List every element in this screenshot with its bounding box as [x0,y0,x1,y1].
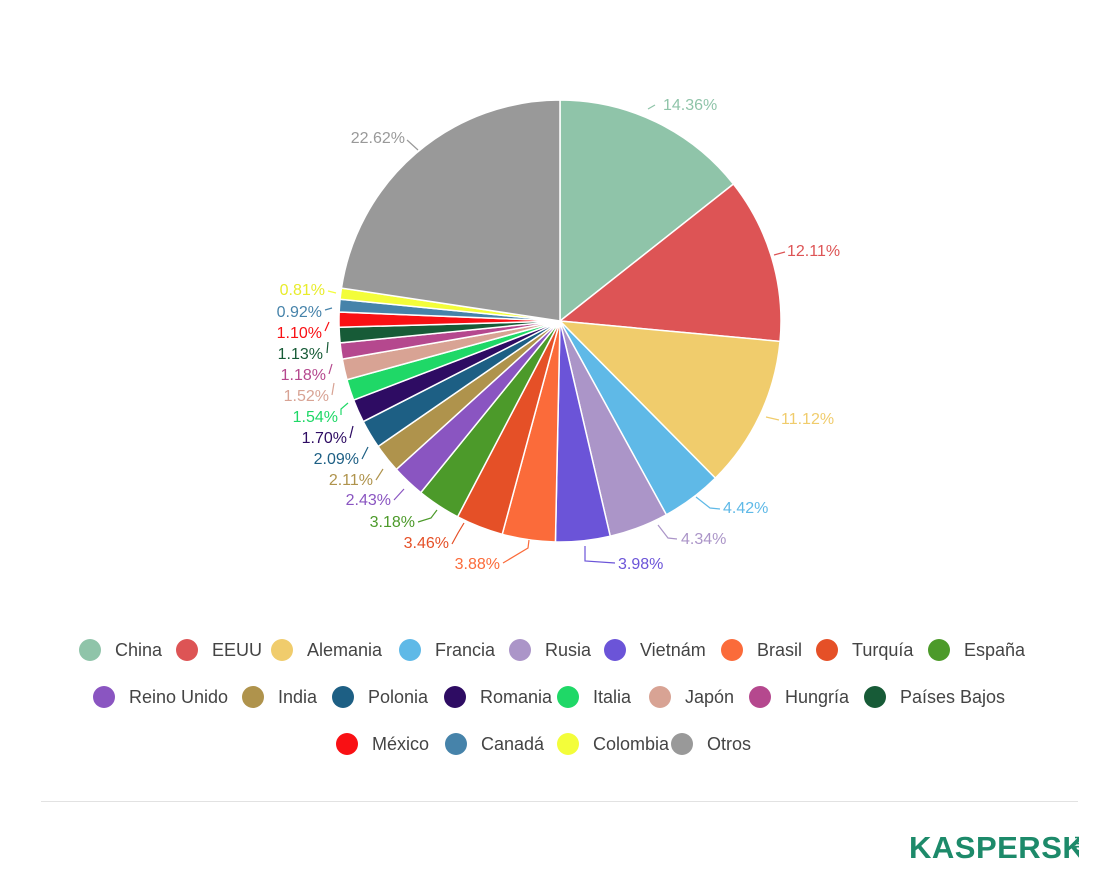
leader-line-india [375,468,384,481]
leader-line-paises-bajos [326,341,329,354]
leader-line-romania [349,425,354,439]
legend-swatch-alemania [271,639,293,661]
slice-label-paises-bajos: 1.13% [278,346,323,363]
legend-swatch-otros [671,733,693,755]
legend-label-espana: España [964,640,1026,660]
legend-label-mexico: México [372,734,429,754]
slice-otros [340,99,561,322]
slice-label-otros: 22.62% [351,130,405,147]
legend-label-vietnam: Vietnám [640,640,706,660]
slice-alemania [558,320,781,480]
legend-swatch-colombia [557,733,579,755]
leader-line-turquia [451,522,465,545]
leader-line-brasil [502,539,530,564]
legend-label-alemania: Alemania [307,640,383,660]
slice-label-romania: 1.70% [302,430,347,447]
slice-china [559,99,735,323]
legend-swatch-eeuu [176,639,198,661]
legend-label-turquia: Turquía [852,640,914,660]
leader-line-hungria [328,363,333,375]
leader-line-japon [331,382,335,396]
legend-swatch-vietnam [604,639,626,661]
logo-lab: lab [1072,836,1079,852]
legend-swatch-turquia [816,639,838,661]
slice-label-japon: 1.52% [284,388,329,405]
slice-label-turquia: 3.46% [404,535,449,552]
legend-swatch-rusia [509,639,531,661]
legend-label-canada: Canadá [481,734,545,754]
leader-line-espana [417,509,438,523]
legend-label-rusia: Rusia [545,640,592,660]
leader-line-canada [324,307,333,311]
legend-swatch-canada [445,733,467,755]
footer-divider [41,801,1078,802]
legend-swatch-india [242,686,264,708]
pie-slices [338,99,782,543]
legend-label-francia: Francia [435,640,496,660]
legend-label-italia: Italia [593,687,632,707]
leader-line-polonia [361,446,369,460]
legend-label-polonia: Polonia [368,687,429,707]
leader-line-italia [340,402,349,415]
leader-line-reino-unido [393,488,405,501]
legend-swatch-italia [557,686,579,708]
legend-swatch-paises-bajos [864,686,886,708]
legend-swatch-brasil [721,639,743,661]
slice-label-colombia: 0.81% [280,282,325,299]
legend-swatch-china [79,639,101,661]
slice-label-alemania: 11.12% [781,411,834,428]
kaspersky-lab-logo: KASPERSKY lab [909,830,1079,865]
leader-line-mexico [324,321,330,332]
slice-eeuu [558,182,782,343]
legend-swatch-reino-unido [93,686,115,708]
logo-wordmark: KASPERSKY [909,830,1079,865]
slice-label-polonia: 2.09% [314,451,359,468]
legend-label-china: China [115,640,163,660]
legend: China EEUU Alemania Francia Rusia Vietnám Bras… [79,639,1026,755]
legend-swatch-hungria [749,686,771,708]
slice-label-rusia: 4.34% [681,531,726,548]
legend-swatch-japon [649,686,671,708]
leader-line-francia [695,496,721,510]
legend-label-japon: Japón [685,687,734,707]
legend-label-romania: Romania [480,687,553,707]
slice-label-china: 14.36% [663,97,717,114]
legend-label-reino-unido: Reino Unido [129,687,228,707]
slice-label-reino-unido: 2.43% [346,492,391,509]
slice-label-brasil: 3.88% [455,556,500,573]
slice-label-mexico: 1.10% [277,325,322,342]
slice-label-canada: 0.92% [277,304,322,321]
slice-label-espana: 3.18% [370,514,415,531]
leader-line-otros [406,139,419,151]
slice-label-vietnam: 3.98% [618,556,663,573]
label-leader-lines [324,104,786,564]
legend-label-eeuu: EEUU [212,640,262,660]
slice-label-italia: 1.54% [293,409,338,426]
slice-labels: 14.36% 12.11% 11.12% 4.42% 4.34% 3.98% 3.88% 3.… [277,97,840,573]
leader-line-rusia [657,524,678,540]
legend-label-paises-bajos: Países Bajos [900,687,1005,707]
legend-swatch-polonia [332,686,354,708]
slice-label-eeuu: 12.11% [787,243,840,260]
legend-label-otros: Otros [707,734,751,754]
leader-line-china [647,104,656,110]
legend-label-hungria: Hungría [785,687,850,707]
legend-label-brasil: Brasil [757,640,802,660]
leader-line-colombia [327,290,337,294]
legend-label-india: India [278,687,318,707]
slice-label-india: 2.11% [329,472,373,489]
leader-line-alemania [765,416,780,421]
slice-label-hungria: 1.18% [281,367,326,384]
legend-swatch-francia [399,639,421,661]
legend-swatch-espana [928,639,950,661]
leader-line-vietnam [584,546,616,564]
leader-line-eeuu [773,251,786,256]
legend-swatch-mexico [336,733,358,755]
slice-label-francia: 4.42% [723,500,768,517]
legend-swatch-romania [444,686,466,708]
legend-label-colombia: Colombia [593,734,670,754]
